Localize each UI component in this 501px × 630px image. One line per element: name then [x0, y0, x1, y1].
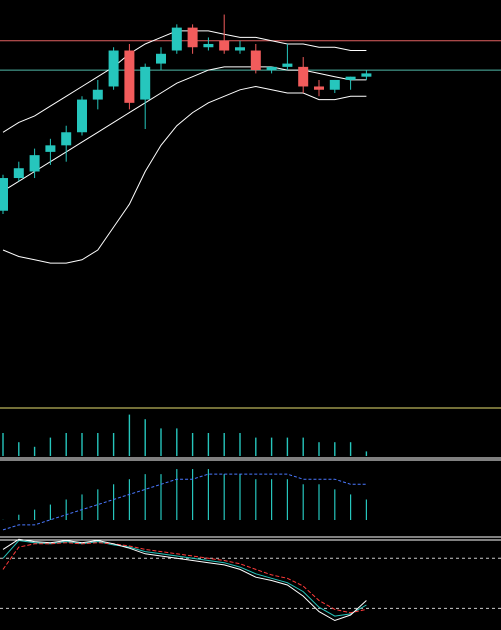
candle-body — [61, 132, 72, 146]
candle-body — [171, 27, 182, 51]
candle-body — [314, 86, 324, 90]
volume-panel — [2, 414, 368, 456]
kdj-panel — [0, 538, 501, 622]
candle-body — [108, 50, 119, 87]
candle-body — [282, 63, 293, 67]
candle-body — [92, 89, 103, 100]
bollinger-lower-band — [2, 85, 367, 264]
macd-signal-line — [2, 473, 367, 531]
kdj-k-line — [2, 539, 367, 617]
candle-body — [361, 73, 372, 77]
macd-panel — [2, 469, 367, 531]
candle-body — [0, 178, 8, 211]
candle-body — [250, 50, 261, 71]
candle-body — [298, 66, 309, 87]
candle-body — [266, 66, 277, 71]
candle-body — [203, 43, 214, 48]
bollinger-upper-band — [2, 30, 367, 133]
panel-separators — [0, 407, 501, 541]
kdj-j-line — [2, 538, 367, 622]
candle-body — [140, 66, 151, 100]
price-panel — [0, 14, 501, 264]
candle-body — [345, 76, 356, 80]
candle-body — [13, 168, 24, 179]
candle-body — [45, 145, 56, 152]
candle-body — [124, 50, 135, 103]
candle-body — [187, 27, 198, 48]
candle-body — [77, 99, 87, 133]
kdj-d-line — [2, 542, 367, 614]
candle-body — [329, 79, 340, 90]
candle-body — [156, 53, 166, 64]
candle-body — [235, 47, 245, 51]
candle-body — [219, 40, 230, 51]
candle-body — [29, 155, 40, 172]
